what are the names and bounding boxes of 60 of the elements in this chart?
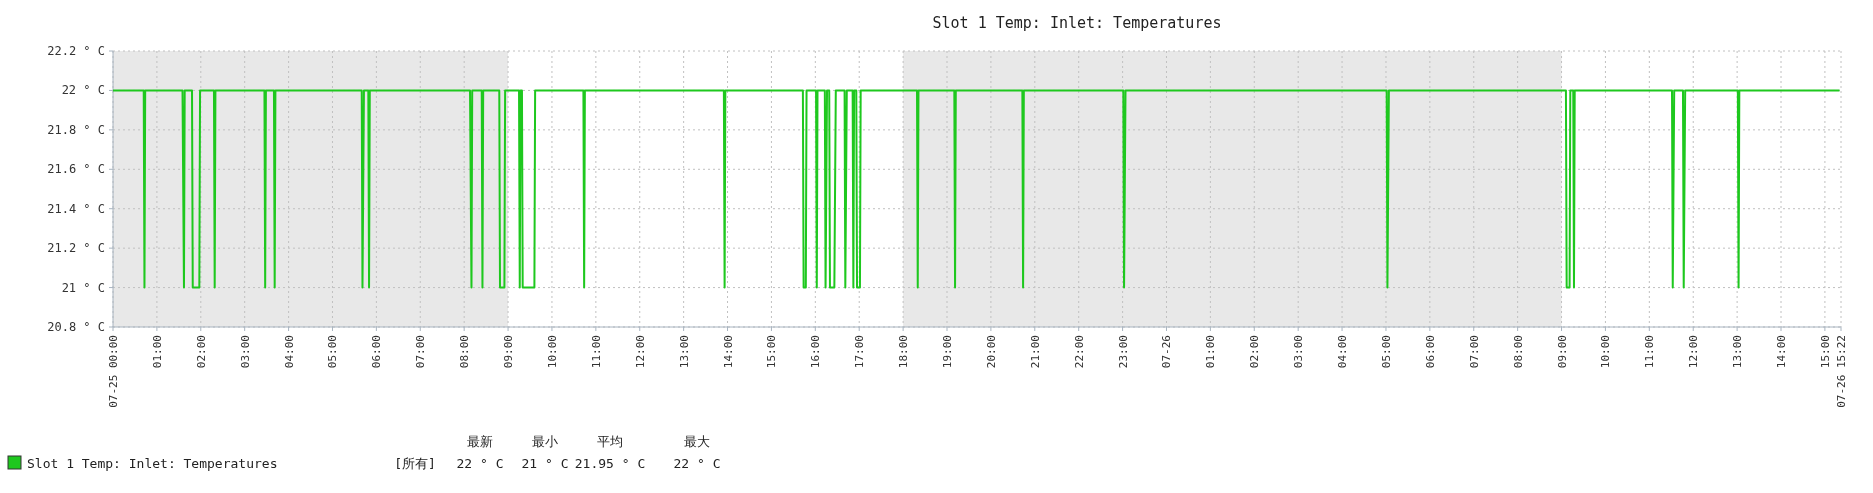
- text: 22 ° C: [673, 456, 721, 471]
- x-tick-label: 18:00: [897, 335, 911, 369]
- x-tick-label: 09:00: [502, 335, 516, 369]
- y-tick-label: 21 ° C: [61, 280, 105, 295]
- x-tick-label: 10:00: [545, 335, 559, 369]
- x-tick-label: 14:00: [1775, 335, 1789, 369]
- x-tick-label: 07-26 15:22: [1835, 335, 1848, 408]
- text: 平均: [597, 434, 623, 449]
- x-tick-label: 20:00: [984, 335, 998, 369]
- text: 最新: [467, 434, 493, 449]
- x-tick-label: 01:00: [1204, 335, 1218, 369]
- x-tick-label: 17:00: [853, 335, 867, 369]
- y-tick-label: 22.2 ° C: [47, 44, 105, 58]
- x-tick-label: 08:00: [1511, 335, 1525, 369]
- x-tick-label: 14:00: [721, 335, 735, 369]
- x-tick-label: 12:00: [1687, 335, 1701, 369]
- x-tick-label: 01:00: [150, 335, 164, 369]
- chart-title: Slot 1 Temp: Inlet: Temperatures: [932, 14, 1222, 32]
- x-tick-label: 16:00: [809, 335, 823, 369]
- x-tick-label: 13:00: [677, 335, 691, 369]
- x-tick-label: 19:00: [941, 335, 955, 369]
- y-tick-label: 22 ° C: [61, 83, 105, 98]
- x-tick-label: 02:00: [194, 335, 208, 369]
- y-tick-label: 21.2 ° C: [47, 241, 105, 256]
- x-tick-label: 07-25 00:00: [107, 335, 120, 408]
- x-tick-label: 12:00: [633, 335, 647, 369]
- text: 21.95 ° C: [574, 456, 646, 471]
- x-tick-label: 15:00: [1818, 335, 1832, 369]
- text: 最小: [532, 434, 558, 449]
- x-tick-label: 06:00: [1423, 335, 1437, 369]
- x-tick-label: 09:00: [1555, 335, 1569, 369]
- x-tick-label: 07:00: [414, 335, 428, 369]
- x-tick-label: 07-26: [1160, 335, 1174, 369]
- y-tick-label: 21.4 ° C: [47, 201, 105, 216]
- legend-label: Slot 1 Temp: Inlet: Temperatures: [27, 456, 278, 471]
- y-tick-label: 21.8 ° C: [47, 122, 105, 137]
- x-tick-label: 04:00: [282, 335, 296, 369]
- x-tick-label: 06:00: [370, 335, 384, 369]
- y-tick-label: 21.6 ° C: [47, 162, 105, 177]
- x-tick-label: 22:00: [1072, 335, 1086, 369]
- x-tick-label: 03:00: [238, 335, 252, 369]
- y-tick-label: 20.8 ° C: [47, 320, 105, 334]
- text: 21 ° C: [521, 456, 569, 471]
- text: 22 ° C: [456, 456, 504, 471]
- x-tick-label: 03:00: [1292, 335, 1306, 369]
- x-tick-label: 04:00: [1336, 335, 1350, 369]
- x-tick-label: 08:00: [458, 335, 472, 369]
- x-tick-label: 23:00: [1116, 335, 1130, 369]
- text: 最大: [684, 434, 710, 449]
- x-tick-label: 11:00: [1643, 335, 1657, 369]
- x-tick-label: 05:00: [326, 335, 340, 369]
- x-tick-label: 11:00: [589, 335, 603, 369]
- x-tick-label: 21:00: [1028, 335, 1042, 369]
- x-tick-label: 15:00: [765, 335, 779, 369]
- x-tick-label: 07:00: [1467, 335, 1481, 369]
- x-tick-label: 10:00: [1599, 335, 1613, 369]
- text: [所有]: [394, 456, 436, 471]
- x-tick-label: 02:00: [1248, 335, 1262, 369]
- x-tick-label: 05:00: [1379, 335, 1393, 369]
- x-tick-label: 13:00: [1731, 335, 1745, 369]
